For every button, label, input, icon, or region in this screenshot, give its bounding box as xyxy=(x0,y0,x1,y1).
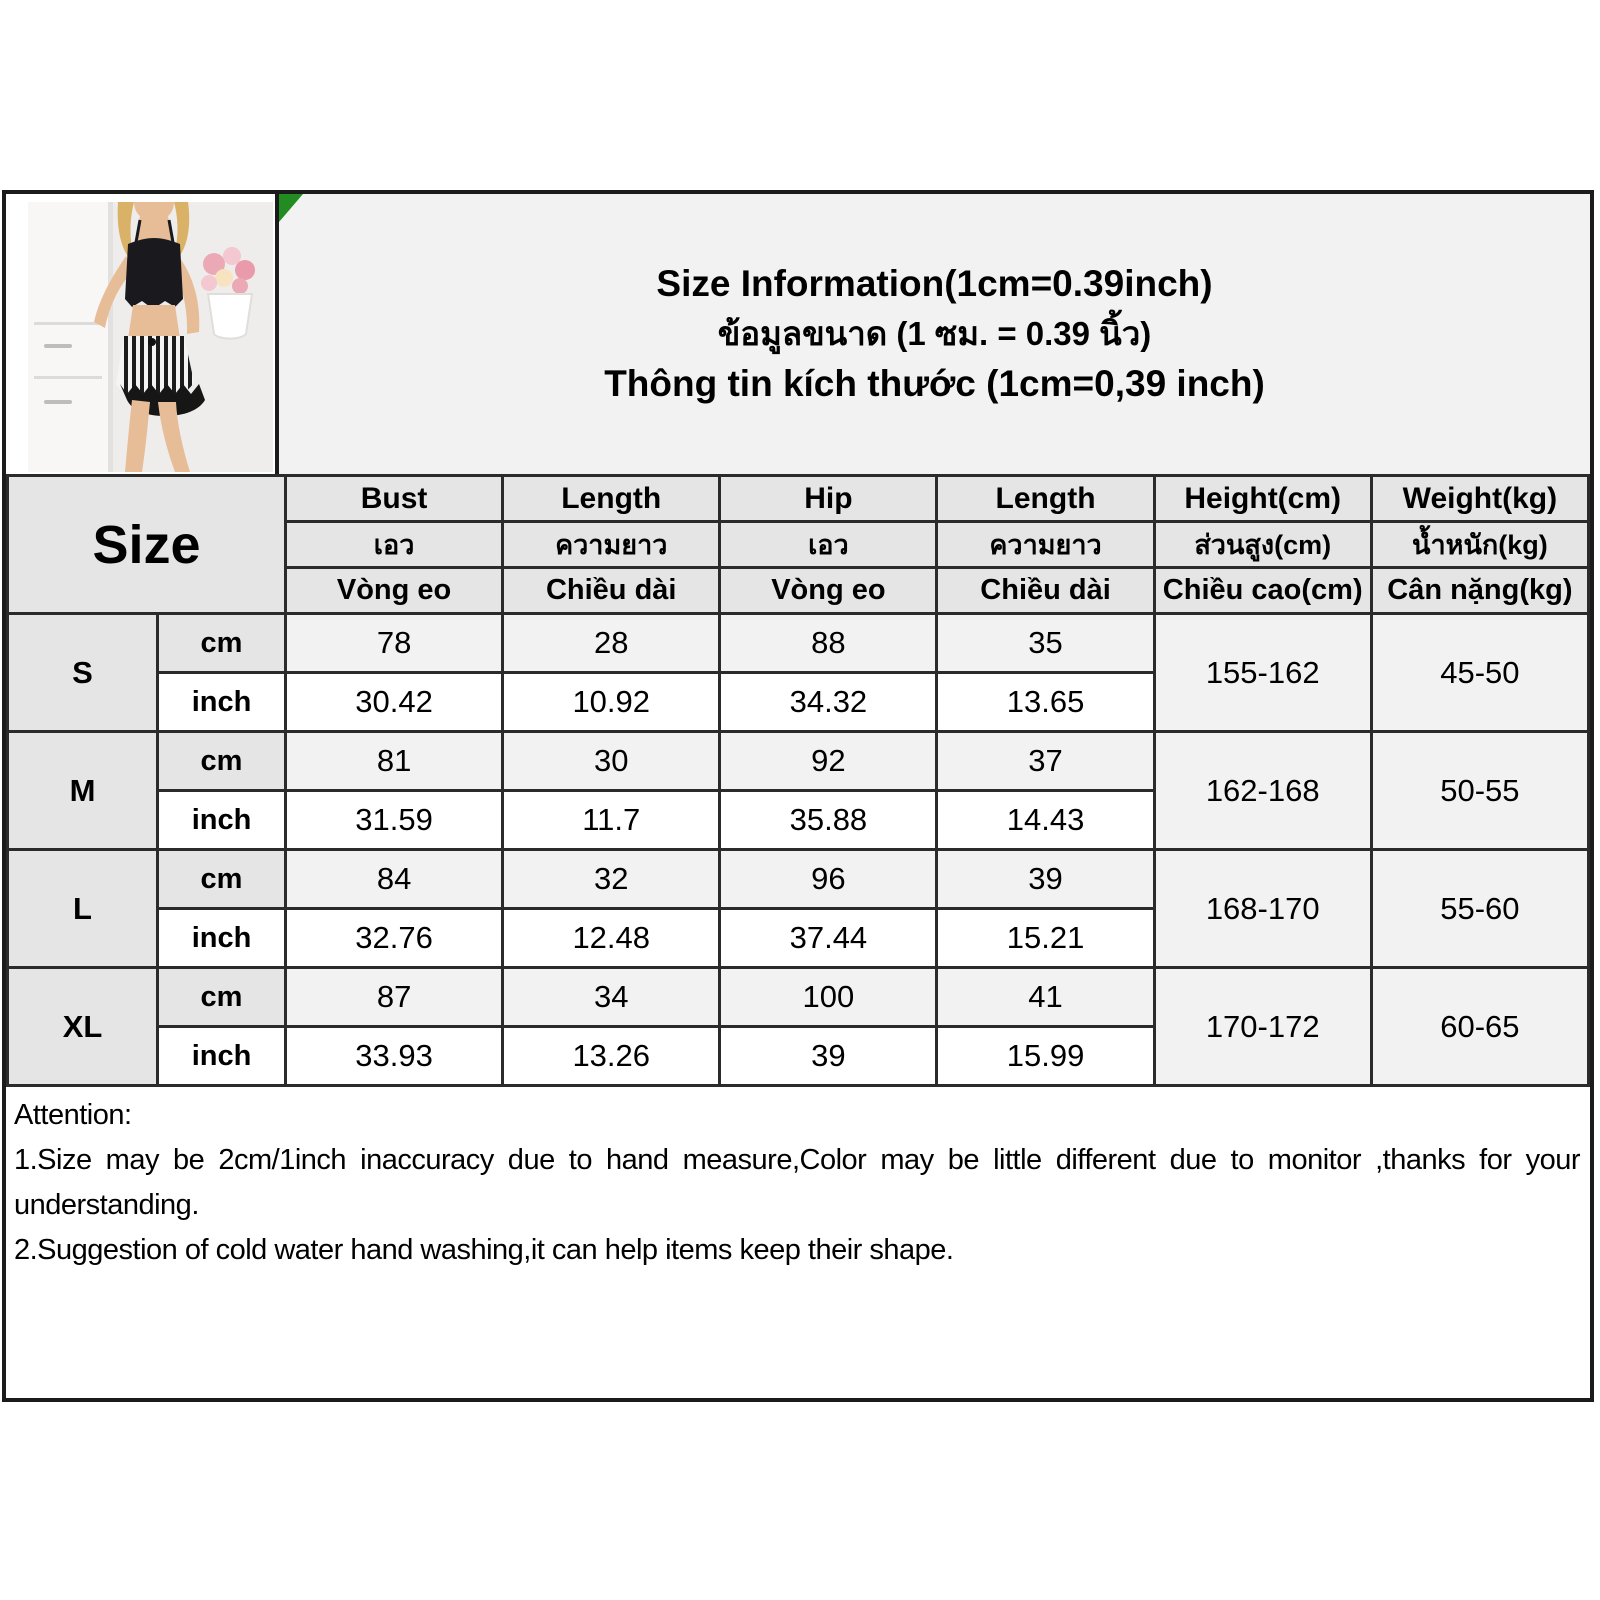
weight-range-xl: 60-65 xyxy=(1369,966,1591,1087)
size-label-l: L xyxy=(6,848,159,969)
unit-cm: cm xyxy=(156,848,287,910)
value-cell: 15.21 xyxy=(935,907,1156,969)
header-row-english: Size Bust Length Hip Length Height(cm) W… xyxy=(6,474,1591,615)
value-cell: 37.44 xyxy=(718,907,939,969)
size-label-m: M xyxy=(6,730,159,851)
size-header: Size xyxy=(6,474,287,615)
value-cell: 35 xyxy=(935,612,1156,674)
size-label-xl: XL xyxy=(6,966,159,1087)
value-cell: 30.42 xyxy=(283,671,505,733)
value-cell: 92 xyxy=(718,730,939,792)
col-bust-th: เอว xyxy=(283,520,505,569)
row-m-inch: inch 31.59 11.7 35.88 14.43 xyxy=(8,789,1589,851)
weight-range-m: 50-55 xyxy=(1369,730,1591,851)
flowers-vase xyxy=(201,247,255,340)
value-cell: 13.26 xyxy=(501,1025,722,1087)
value-cell: 81 xyxy=(283,730,505,792)
value-cell: 31.59 xyxy=(283,789,505,851)
value-cell: 14.43 xyxy=(935,789,1156,851)
col-length1-th: ความยาว xyxy=(501,520,722,569)
size-label-s: S xyxy=(6,612,159,733)
value-cell: 15.99 xyxy=(935,1025,1156,1087)
col-height-en: Height(cm) xyxy=(1152,474,1373,523)
value-cell: 12.48 xyxy=(501,907,722,969)
unit-cm: cm xyxy=(156,612,287,674)
top-section: Size Information(1cm=0.39inch) ข้อมูลขนา… xyxy=(6,194,1590,474)
value-cell: 34 xyxy=(501,966,722,1028)
value-cell: 37 xyxy=(935,730,1156,792)
attention-section: Attention: 1.Size may be 2cm/1inch inacc… xyxy=(6,1087,1590,1398)
height-range-s: 155-162 xyxy=(1152,612,1373,733)
value-cell: 84 xyxy=(283,848,505,910)
unit-cm: cm xyxy=(156,730,287,792)
col-weight-vi: Cân nặng(kg) xyxy=(1369,566,1591,615)
weight-range-s: 45-50 xyxy=(1369,612,1591,733)
value-cell: 88 xyxy=(718,612,939,674)
row-xl-cm: XL cm 87 34 100 41 170-172 60-65 xyxy=(6,966,1591,1087)
value-cell: 78 xyxy=(283,612,505,674)
value-cell: 30 xyxy=(501,730,722,792)
row-m-cm: M cm 81 30 92 37 162-168 50-55 xyxy=(6,730,1591,851)
col-height-th: ส่วนสูง(cm) xyxy=(1152,520,1373,569)
title-english: Size Information(1cm=0.39inch) xyxy=(656,263,1213,304)
value-cell: 87 xyxy=(283,966,505,1028)
height-range-m: 162-168 xyxy=(1152,730,1373,851)
unit-inch: inch xyxy=(156,671,287,733)
model-figure xyxy=(94,202,205,472)
value-cell: 10.92 xyxy=(501,671,722,733)
unit-cm: cm xyxy=(156,966,287,1028)
value-cell: 11.7 xyxy=(501,789,722,851)
col-length1-en: Length xyxy=(501,474,722,523)
value-cell: 33.93 xyxy=(283,1025,505,1087)
value-cell: 28 xyxy=(501,612,722,674)
unit-inch: inch xyxy=(156,907,287,969)
row-l-inch: inch 32.76 12.48 37.44 15.21 xyxy=(8,907,1589,969)
title-thai: ข้อมูลขนาด (1 ซม. = 0.39 นิ้ว) xyxy=(717,315,1152,352)
attention-heading: Attention: xyxy=(14,1099,132,1131)
col-hip-th: เอว xyxy=(718,520,939,569)
header-row-thai: เอว ความยาว เอว ความยาว ส่วนสูง(cm) น้ำห… xyxy=(8,520,1591,569)
value-cell: 96 xyxy=(718,848,939,910)
col-length1-vi: Chiều dài xyxy=(501,566,722,615)
unit-inch: inch xyxy=(156,789,287,851)
col-bust-en: Bust xyxy=(283,474,505,523)
title-block: Size Information(1cm=0.39inch) ข้อมูลขนา… xyxy=(279,194,1590,474)
col-length2-vi: Chiều dài xyxy=(935,566,1156,615)
weight-range-l: 55-60 xyxy=(1369,848,1591,969)
product-photo xyxy=(28,202,273,472)
unit-inch: inch xyxy=(156,1025,287,1087)
value-cell: 34.32 xyxy=(718,671,939,733)
value-cell: 13.65 xyxy=(935,671,1156,733)
row-s-cm: S cm 78 28 88 35 155-162 45-50 xyxy=(6,612,1591,733)
height-range-xl: 170-172 xyxy=(1152,966,1373,1087)
value-cell: 32.76 xyxy=(283,907,505,969)
attention-note-2: 2.Suggestion of cold water hand washing,… xyxy=(14,1234,954,1266)
col-bust-vi: Vòng eo xyxy=(283,566,505,615)
col-hip-en: Hip xyxy=(718,474,939,523)
col-height-vi: Chiều cao(cm) xyxy=(1152,566,1373,615)
value-cell: 100 xyxy=(718,966,939,1028)
value-cell: 39 xyxy=(718,1025,939,1087)
col-length2-th: ความยาว xyxy=(935,520,1156,569)
height-range-l: 168-170 xyxy=(1152,848,1373,969)
row-xl-inch: inch 33.93 13.26 39 15.99 xyxy=(8,1025,1589,1087)
value-cell: 32 xyxy=(501,848,722,910)
col-length2-en: Length xyxy=(935,474,1156,523)
header-row-vietnamese: Vòng eo Chiều dài Vòng eo Chiều dài Chiề… xyxy=(8,566,1591,615)
product-photo-cell xyxy=(6,194,279,474)
value-cell: 39 xyxy=(935,848,1156,910)
row-l-cm: L cm 84 32 96 39 168-170 55-60 xyxy=(6,848,1591,969)
col-weight-th: น้ำหนัก(kg) xyxy=(1369,520,1591,569)
value-cell: 35.88 xyxy=(718,789,939,851)
value-cell: 41 xyxy=(935,966,1156,1028)
title-vietnamese: Thông tin kích thước (1cm=0,39 inch) xyxy=(604,363,1265,404)
attention-note-1: 1.Size may be 2cm/1inch inaccuracy due t… xyxy=(14,1144,1581,1221)
size-table: Size Bust Length Hip Length Height(cm) W… xyxy=(6,474,1591,1087)
row-s-inch: inch 30.42 10.92 34.32 13.65 xyxy=(8,671,1589,733)
green-corner-triangle xyxy=(279,194,303,222)
col-weight-en: Weight(kg) xyxy=(1369,474,1591,523)
size-chart-sheet: Size Information(1cm=0.39inch) ข้อมูลขนา… xyxy=(2,190,1594,1402)
col-hip-vi: Vòng eo xyxy=(718,566,939,615)
